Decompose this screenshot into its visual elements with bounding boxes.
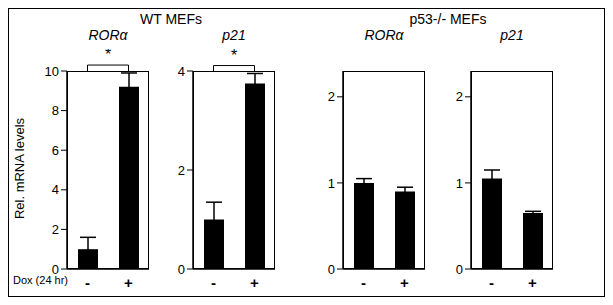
svg-text:10: 10 <box>45 64 59 79</box>
svg-text:0: 0 <box>456 262 463 277</box>
svg-text:8: 8 <box>52 103 59 118</box>
html-text:RORα: RORα <box>364 27 404 43</box>
html-text:p21: p21 <box>500 27 524 43</box>
svg-text:4: 4 <box>52 182 59 197</box>
svg-text:1: 1 <box>456 176 463 191</box>
svg-text:-: - <box>489 274 494 291</box>
svg-text:+: + <box>250 274 259 291</box>
svg-text:2: 2 <box>178 163 185 178</box>
html-text:RORα: RORα <box>88 27 128 43</box>
html-text:Rel. mRNA levels: Rel. mRNA levels <box>11 117 27 220</box>
svg-text:6: 6 <box>52 143 59 158</box>
svg-text:2: 2 <box>52 222 59 237</box>
svg-text:+: + <box>124 274 133 291</box>
html-text:Dox (24 hr): Dox (24 hr) <box>13 274 68 286</box>
svg-text:*: * <box>105 49 111 63</box>
svg-text:*: * <box>231 49 237 64</box>
html-text:p21: p21 <box>222 27 246 43</box>
html-text:p53-/- MEFs: p53-/- MEFs <box>409 11 487 27</box>
html-text:WT MEFs: WT MEFs <box>140 11 202 27</box>
svg-text:0: 0 <box>328 262 335 277</box>
svg-text:-: - <box>211 274 216 291</box>
svg-text:0: 0 <box>178 262 185 277</box>
svg-text:2: 2 <box>328 89 335 104</box>
svg-text:+: + <box>400 274 409 291</box>
svg-text:1: 1 <box>328 176 335 191</box>
svg-text:+: + <box>528 274 537 291</box>
svg-text:-: - <box>361 274 366 291</box>
svg-text:-: - <box>85 274 90 291</box>
svg-text:2: 2 <box>456 89 463 104</box>
svg-text:4: 4 <box>178 64 185 79</box>
svg-text:0: 0 <box>51 261 59 277</box>
